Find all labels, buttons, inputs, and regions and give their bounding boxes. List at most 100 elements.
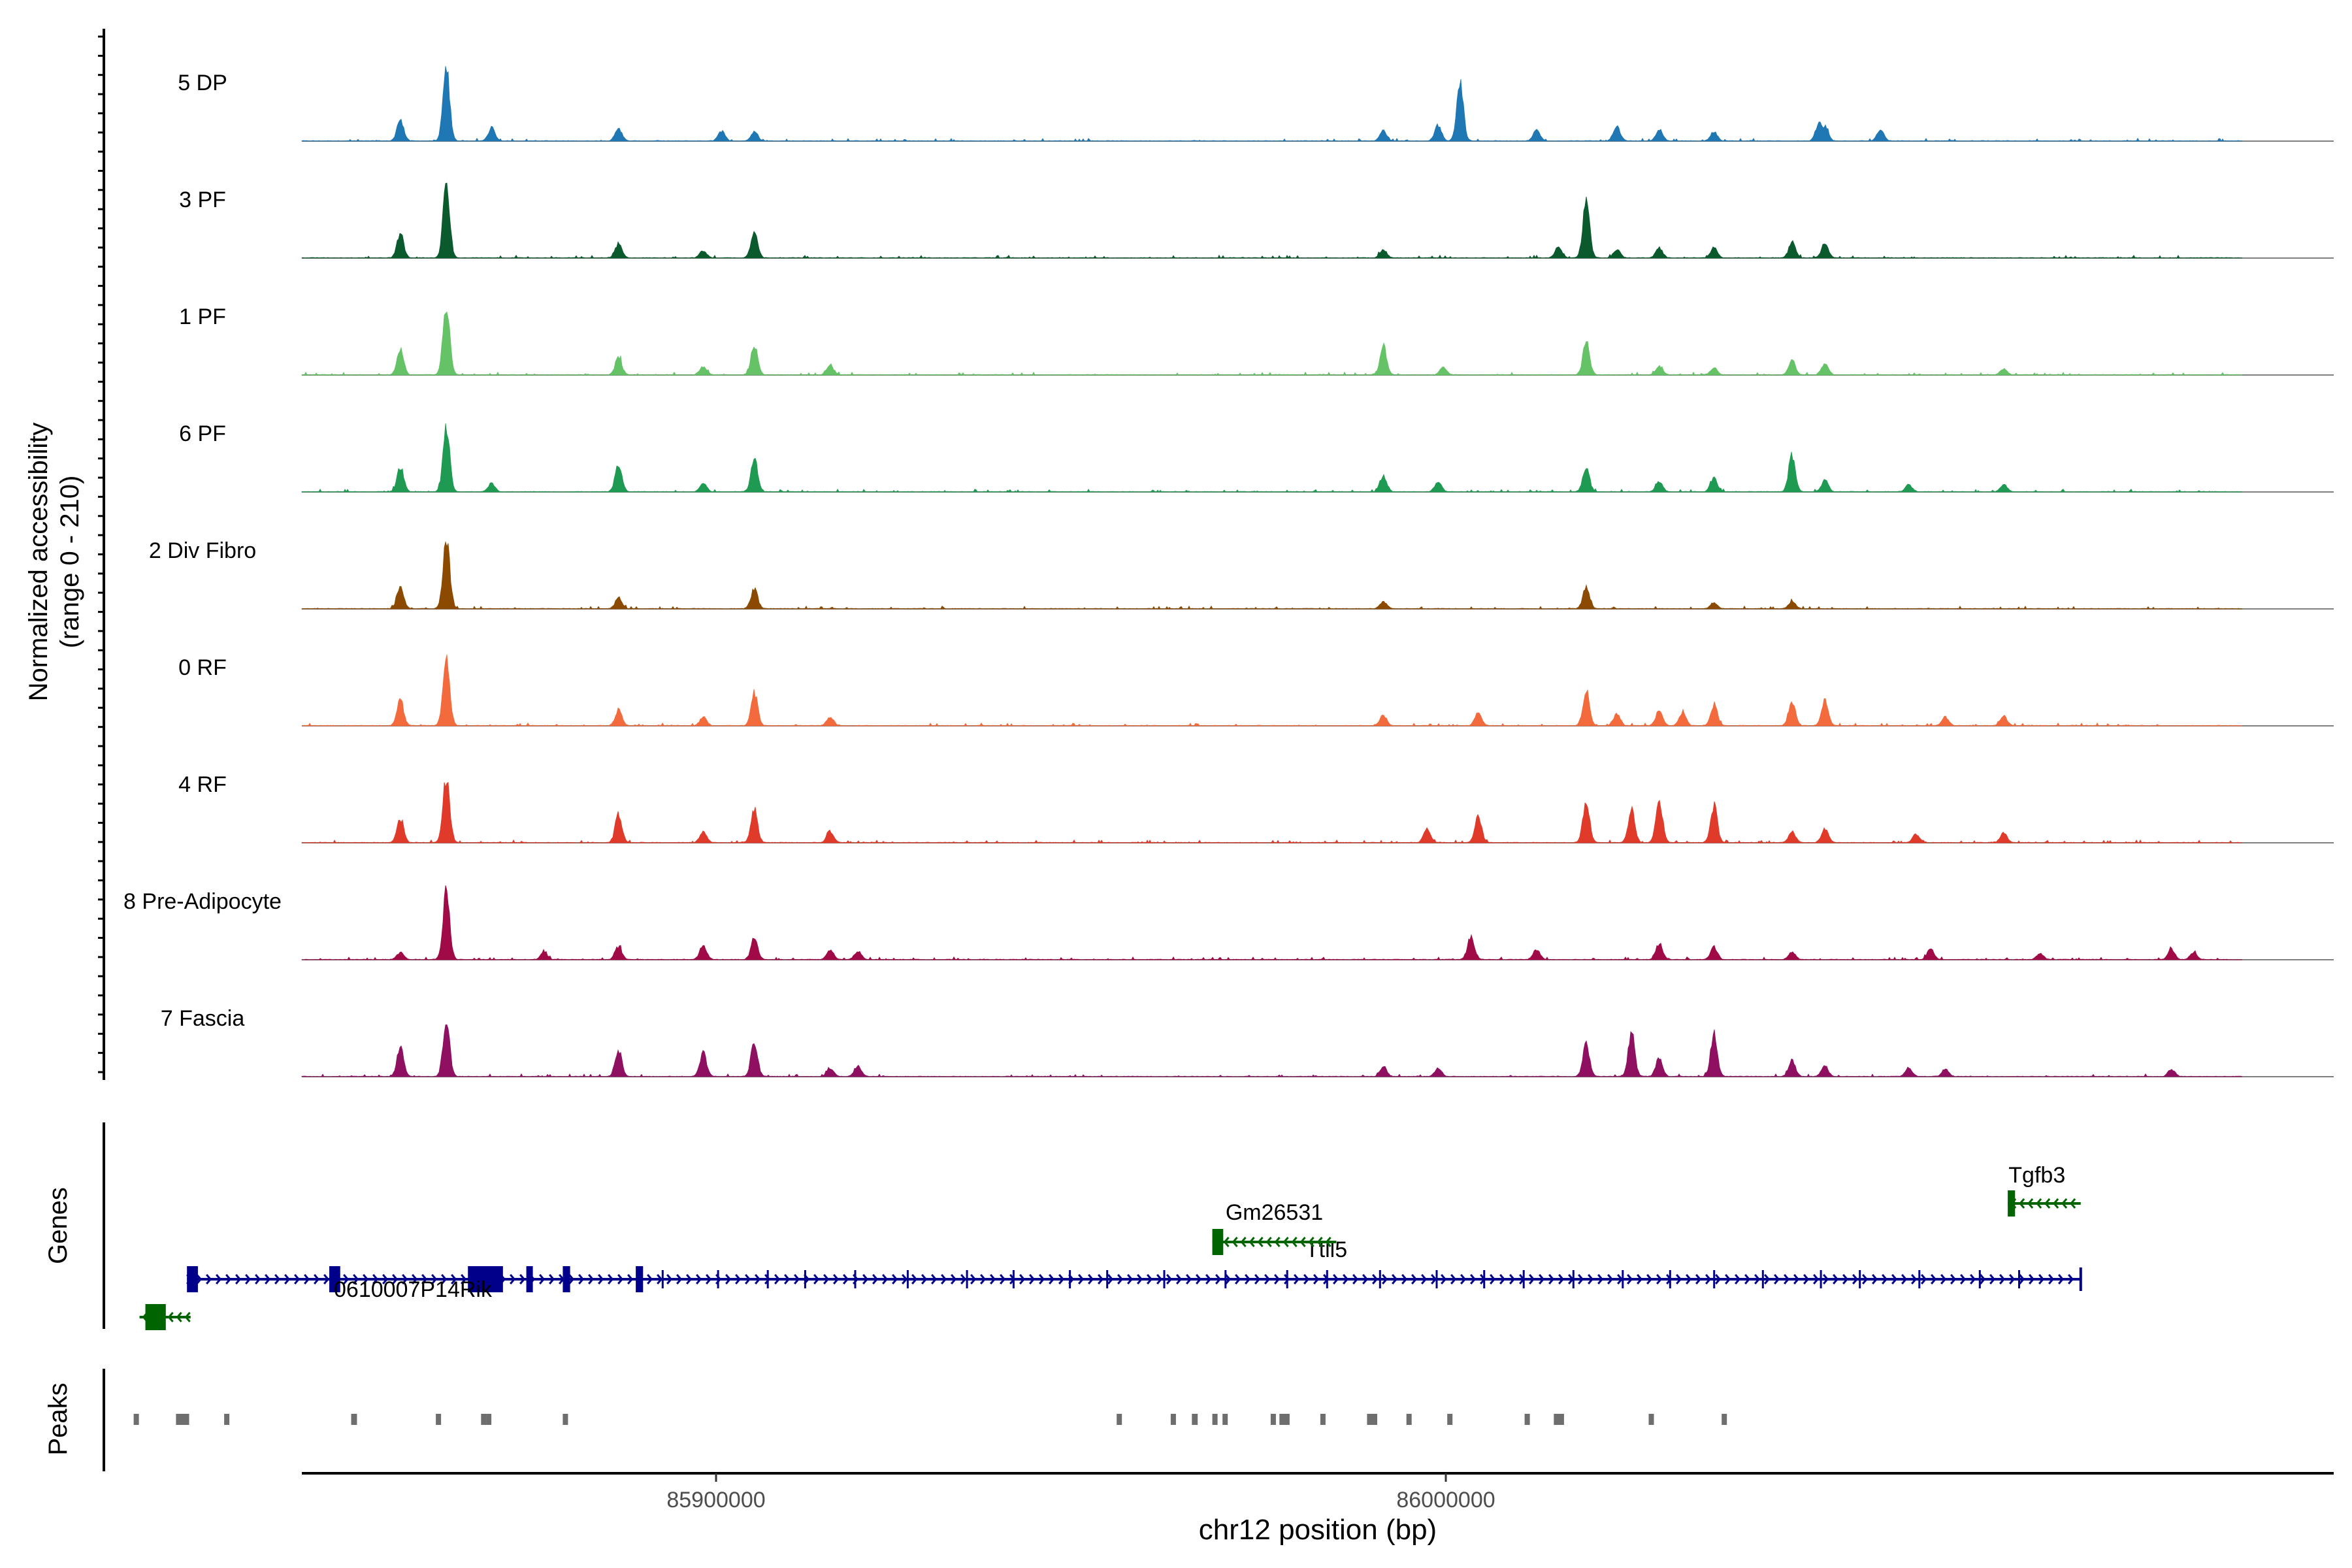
strand-arrow — [323, 1274, 330, 1284]
strand-arrow — [1548, 1274, 1555, 1284]
strand-arrow — [284, 1274, 291, 1284]
strand-arrow — [1793, 1274, 1800, 1284]
coverage-tracks: 5 DP 3 PF 1 PF 6 PF 2 Div Fibro 0 RF 4 RF 8 Pre… — [123, 66, 2334, 1077]
strand-arrow — [1656, 1274, 1663, 1284]
strand-arrow — [1049, 1274, 1055, 1284]
coverage-area — [301, 781, 2243, 843]
peak-region — [1722, 1414, 1727, 1425]
strand-arrow — [1441, 1274, 1447, 1284]
strand-arrow — [1225, 1274, 1232, 1284]
strand-arrow — [2061, 1198, 2068, 1209]
strand-arrow — [2068, 1274, 2074, 1284]
strand-arrow — [1754, 1274, 1761, 1284]
strand-arrow — [1282, 1237, 1289, 1247]
strand-arrow — [676, 1274, 683, 1284]
strand-arrow — [1950, 1274, 1957, 1284]
track-label: 0 RF — [178, 655, 227, 680]
strand-arrow — [1431, 1274, 1437, 1284]
strand-arrow — [1137, 1274, 1143, 1284]
track-7-fascia: 7 Fascia — [161, 1006, 2334, 1077]
strand-arrow — [1000, 1274, 1006, 1284]
strand-arrow — [647, 1274, 653, 1284]
strand-arrow — [608, 1274, 614, 1284]
track-2-div-fibro: 2 Div Fibro — [149, 538, 2334, 610]
strand-arrow — [1019, 1274, 1026, 1284]
gene-tgfb3: Tgfb3 — [2008, 1163, 2081, 1217]
strand-arrow — [1362, 1274, 1369, 1284]
strand-arrow — [1411, 1274, 1418, 1284]
strand-arrow — [1705, 1274, 1712, 1284]
strand-arrow — [1695, 1274, 1702, 1284]
peak-region — [133, 1414, 139, 1425]
strand-arrow — [1058, 1274, 1065, 1284]
strand-arrow — [764, 1274, 771, 1284]
gene-label: 0610007P14Rik — [334, 1277, 493, 1302]
strand-arrow — [1098, 1274, 1104, 1284]
strand-arrow — [1617, 1274, 1624, 1284]
strand-arrow — [206, 1274, 212, 1284]
strand-arrow — [1235, 1274, 1241, 1284]
strand-arrow — [1490, 1274, 1496, 1284]
strand-arrow — [2038, 1274, 2045, 1284]
peak-region — [1406, 1414, 1412, 1425]
strand-arrow — [1872, 1274, 1878, 1284]
coverage-area — [301, 541, 2243, 610]
peak-region — [1320, 1414, 1326, 1425]
strand-arrow — [1999, 1274, 2006, 1284]
peak-region — [1222, 1414, 1228, 1425]
coverage-area — [301, 311, 2243, 376]
peak-region — [1524, 1414, 1530, 1425]
strand-arrow — [265, 1274, 271, 1284]
strand-arrow — [216, 1274, 222, 1284]
strand-arrow — [1735, 1274, 1741, 1284]
strand-arrow — [519, 1274, 526, 1284]
strand-arrow — [1274, 1237, 1281, 1247]
coverage-area — [301, 423, 2243, 493]
strand-arrow — [735, 1274, 742, 1284]
strand-arrow — [1299, 1237, 1306, 1247]
strand-arrow — [1470, 1274, 1477, 1284]
strand-arrow — [1774, 1274, 1780, 1284]
strand-arrow — [1499, 1274, 1506, 1284]
track-label: 3 PF — [179, 188, 226, 212]
strand-arrow — [1392, 1274, 1398, 1284]
coverage-area — [301, 66, 2243, 142]
strand-arrow — [745, 1274, 751, 1284]
strand-arrow — [1460, 1274, 1467, 1284]
strand-arrow — [1205, 1274, 1212, 1284]
gene-exon — [187, 1266, 198, 1292]
strand-arrow — [539, 1274, 546, 1284]
strand-arrow — [2009, 1274, 2016, 1284]
strand-arrow — [1166, 1274, 1173, 1284]
strand-arrow — [1803, 1274, 1810, 1284]
track-label: 4 RF — [178, 772, 227, 797]
peak-region — [224, 1414, 230, 1425]
strand-arrow — [1257, 1237, 1264, 1247]
strand-arrow — [1284, 1274, 1290, 1284]
strand-arrow — [1686, 1274, 1692, 1284]
strand-arrow — [314, 1274, 320, 1284]
strand-arrow — [1627, 1274, 1633, 1284]
peak-region — [436, 1414, 442, 1425]
strand-arrow — [510, 1274, 516, 1284]
peak-region — [1554, 1414, 1564, 1425]
strand-arrow — [1232, 1237, 1238, 1247]
strand-arrow — [1833, 1274, 1839, 1284]
gene-label: Gm26531 — [1226, 1200, 1323, 1225]
strand-arrow — [794, 1274, 800, 1284]
strand-arrow — [451, 1274, 457, 1284]
track-label: 7 Fascia — [161, 1006, 245, 1031]
x-tick-label: 86000000 — [1396, 1488, 1495, 1512]
strand-arrow — [1842, 1274, 1849, 1284]
strand-arrow — [1421, 1274, 1428, 1284]
strand-arrow — [970, 1274, 977, 1284]
strand-arrow — [1539, 1274, 1545, 1284]
gene-label: Tgfb3 — [2008, 1163, 2065, 1188]
strand-arrow — [2048, 1274, 2055, 1284]
gene-exon — [1212, 1229, 1224, 1255]
strand-arrow — [2036, 1198, 2042, 1209]
strand-arrow — [1303, 1274, 1310, 1284]
strand-arrow — [1862, 1274, 1869, 1284]
x-axis-ticks: 85900000 86000000 — [666, 1473, 1495, 1512]
strand-arrow — [882, 1274, 889, 1284]
